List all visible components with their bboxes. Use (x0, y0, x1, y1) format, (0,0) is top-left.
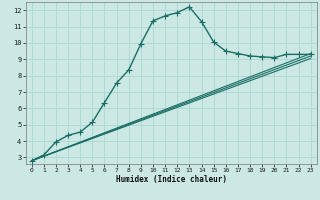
X-axis label: Humidex (Indice chaleur): Humidex (Indice chaleur) (116, 175, 227, 184)
